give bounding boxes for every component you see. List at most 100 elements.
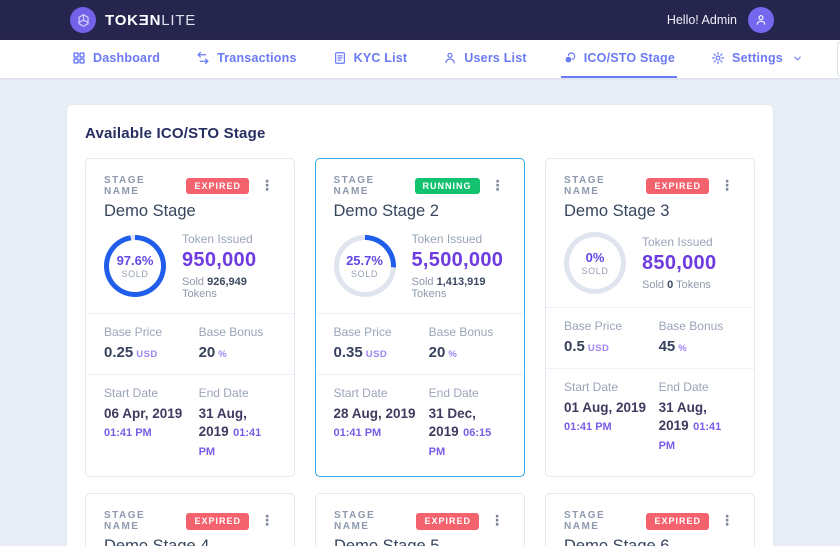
card-header-3: STAGE NAME EXPIRED (104, 494, 276, 532)
stage-grid: STAGE NAME EXPIRED Demo Stage 97.6% SOLD… (85, 158, 755, 546)
base-bonus-label: Base Bonus (658, 319, 724, 333)
chevron-down-icon (794, 56, 801, 60)
sold-progress-center: 0% SOLD (569, 237, 621, 289)
price-row-0: Base Price 0.25 USD Base Bonus 20% (104, 314, 276, 374)
stage-title: Demo Stage (104, 202, 196, 220)
start-time-text: 01:41 PM (564, 421, 612, 434)
divider (86, 313, 294, 314)
end-date-label: End Date (428, 386, 479, 400)
stage-panel: Available ICO/STO Stage STAGE NAME EXPIR… (67, 105, 773, 546)
status-badge: RUNNING (414, 177, 480, 195)
base-price-block: Base Price 0.35 USD (334, 325, 429, 361)
kebab-menu-icon[interactable] (718, 513, 736, 529)
stage-title: Demo Stage 6 (564, 537, 736, 546)
brand-cube-icon (70, 7, 96, 33)
usd-unit: USD (136, 349, 158, 360)
sold-percent: 25.7% (346, 253, 383, 268)
stage-title: Demo Stage 4 (104, 537, 276, 546)
base-price-number: 0.25 (104, 344, 134, 361)
end-date-text: 31 Aug, 2019 (198, 406, 247, 440)
token-issued-block-0: Token Issued 950,000 Sold 926,949 Tokens (182, 232, 276, 300)
token-issued-label: Token Issued (182, 232, 253, 246)
start-date-text: 01 Aug, 2019 (564, 400, 647, 415)
swap-arrows-icon (197, 51, 209, 65)
stage-card-2: STAGE NAME EXPIRED Demo Stage 3 0% SOLD … (545, 158, 755, 478)
brand-logo[interactable]: TOKƎNLITE (70, 7, 196, 33)
card-header-0: STAGE NAME EXPIRED (104, 159, 276, 197)
nav-item-label: Transactions (217, 51, 297, 65)
dates-row-1: Start Date 28 Aug, 2019 01:41 PM End Dat… (334, 375, 507, 476)
token-issued-label: Token Issued (642, 235, 713, 249)
end-date-block: End Date 31 Aug, 2019 01:41 PM (659, 380, 736, 454)
kebab-menu-icon[interactable] (718, 178, 736, 194)
divider (86, 374, 294, 375)
user-box: Hello! Admin (667, 7, 774, 33)
sold-label: SOLD (581, 266, 609, 276)
start-date-block: Start Date 01 Aug, 2019 01:41 PM (564, 380, 659, 454)
brand-wordmark: TOKƎNLITE (105, 12, 196, 29)
tokens-suffix: Tokens (182, 288, 217, 300)
brand-wordmark-light: LITE (161, 11, 197, 29)
sold-prefix: Sold (642, 279, 665, 291)
base-price-block: Base Price 0.25 USD (104, 325, 199, 361)
status-badge: EXPIRED (646, 512, 709, 530)
nav-item-users-list[interactable]: Users List (441, 40, 528, 78)
end-time-text: 01:41 PM (198, 427, 262, 458)
stage-card-3: STAGE NAME EXPIRED Demo Stage 4 0% SOLD … (85, 493, 295, 546)
kebab-menu-icon[interactable] (258, 178, 276, 194)
page-title: Available ICO/STO Stage (85, 125, 266, 142)
start-date-label: Start Date (333, 386, 388, 400)
usd-unit: USD (587, 343, 610, 354)
sold-progress-ring: 97.6% SOLD (104, 235, 166, 297)
nav-item-settings[interactable]: Settings (709, 40, 805, 78)
kyc-document-icon (334, 52, 345, 64)
status-badge: EXPIRED (186, 177, 249, 195)
status-badge: EXPIRED (186, 512, 249, 530)
nav-item-kyc-list[interactable]: KYC List (331, 40, 410, 78)
end-date-value: 31 Dec, 2019 06:15 PM (429, 405, 507, 460)
clear-cache-button[interactable]: CLEAR CACHE (836, 41, 840, 77)
start-date-label: Start Date (564, 380, 619, 394)
nav-item-transactions[interactable]: Transactions (194, 40, 299, 78)
kebab-menu-icon[interactable] (489, 178, 507, 194)
nav-item-dashboard[interactable]: Dashboard (70, 40, 162, 78)
base-bonus-block: Base Bonus 45% (659, 319, 736, 355)
stage-card-0: STAGE NAME EXPIRED Demo Stage 97.6% SOLD… (85, 158, 295, 478)
main-navbar: Dashboard Transactions KYC List Users Li… (0, 40, 840, 78)
sold-progress-ring: 0% SOLD (564, 232, 626, 294)
token-row-0: 97.6% SOLD Token Issued 950,000 Sold 926… (104, 232, 276, 313)
percent-unit: % (448, 349, 458, 360)
start-date-value: 28 Aug, 2019 01:41 PM (334, 405, 429, 442)
percent-unit: % (678, 343, 688, 354)
sold-tokens-line: Sold 1,413,919 Tokens (412, 276, 507, 300)
token-issued-value: 850,000 (642, 252, 717, 274)
nav-item-label: Users List (464, 51, 527, 65)
nav-item-label: Settings (732, 51, 783, 65)
price-row-2: Base Price 0.5 USD Base Bonus 45% (564, 308, 736, 368)
end-time-text: 06:15 PM (428, 427, 492, 458)
start-time-text: 01:41 PM (104, 427, 152, 440)
base-bonus-block: Base Bonus 20% (199, 325, 276, 361)
sold-prefix: Sold (182, 276, 205, 288)
divider (316, 313, 524, 314)
dates-row-0: Start Date 06 Apr, 2019 01:41 PM End Dat… (104, 375, 276, 476)
token-row-1: 25.7% SOLD Token Issued 5,500,000 Sold 1… (333, 232, 507, 313)
base-bonus-label: Base Bonus (198, 325, 264, 339)
user-greeting: Hello! Admin (666, 13, 737, 27)
nav-item-ico-sto-stage[interactable]: ICO/STO Stage (560, 40, 678, 78)
kebab-menu-icon[interactable] (488, 513, 506, 529)
usd-unit: USD (365, 349, 388, 360)
sold-label: SOLD (351, 269, 378, 279)
kebab-menu-icon[interactable] (258, 513, 276, 529)
stage-name-label: STAGE NAME (334, 510, 376, 533)
user-icon (445, 52, 455, 64)
end-date-label: End Date (658, 380, 709, 394)
percent-unit: % (218, 349, 228, 360)
user-avatar[interactable] (748, 7, 774, 33)
base-price-label: Base Price (564, 319, 623, 333)
stage-name-label: STAGE NAME (564, 510, 606, 533)
end-date-label: End Date (198, 386, 249, 400)
base-bonus-block: Base Bonus 20% (429, 325, 507, 361)
end-date-value: 31 Aug, 2019 01:41 PM (199, 405, 276, 460)
main-content: Available ICO/STO Stage STAGE NAME EXPIR… (0, 78, 840, 546)
